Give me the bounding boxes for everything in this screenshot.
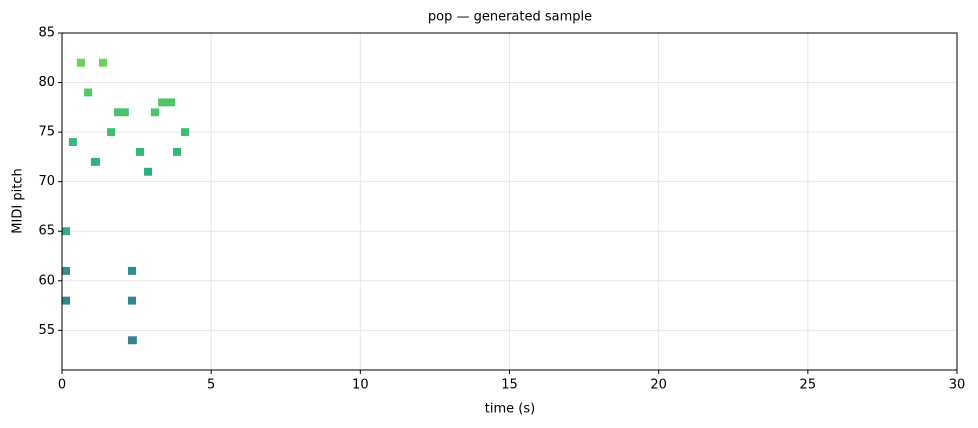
- note: [62, 266, 71, 275]
- note: [62, 227, 71, 236]
- note: [113, 108, 129, 117]
- x-tick-label: 15: [501, 378, 518, 393]
- y-tick-label: 70: [38, 174, 55, 189]
- x-tick-label: 20: [650, 378, 667, 393]
- chart-title: pop — generated sample: [428, 10, 592, 25]
- note: [127, 336, 137, 345]
- plot-frame: [61, 32, 958, 371]
- x-axis-label: time (s): [485, 402, 535, 417]
- y-tick-label: 60: [38, 273, 55, 288]
- note: [107, 128, 116, 137]
- note: [76, 58, 85, 67]
- x-tick-label: 10: [352, 378, 369, 393]
- note: [127, 266, 136, 275]
- note: [84, 88, 93, 97]
- y-axis-label: MIDI pitch: [11, 168, 26, 233]
- note: [135, 147, 145, 156]
- y-tick-label: 85: [38, 26, 55, 41]
- x-tick-label: 30: [949, 378, 966, 393]
- note: [172, 147, 182, 156]
- y-tick-label: 65: [38, 224, 55, 239]
- note: [62, 296, 71, 305]
- note: [98, 58, 108, 67]
- y-tick-label: 75: [38, 125, 55, 140]
- y-tick-label: 55: [38, 323, 55, 338]
- note: [68, 138, 77, 146]
- note: [144, 167, 153, 176]
- note: [158, 98, 176, 107]
- note: [150, 108, 159, 117]
- x-tick-label: 25: [800, 378, 817, 393]
- x-tick-label: 5: [207, 378, 215, 393]
- note: [90, 157, 100, 166]
- y-tick-label: 80: [38, 75, 55, 90]
- note: [181, 128, 190, 137]
- note: [127, 296, 136, 305]
- x-tick-label: 0: [58, 378, 66, 393]
